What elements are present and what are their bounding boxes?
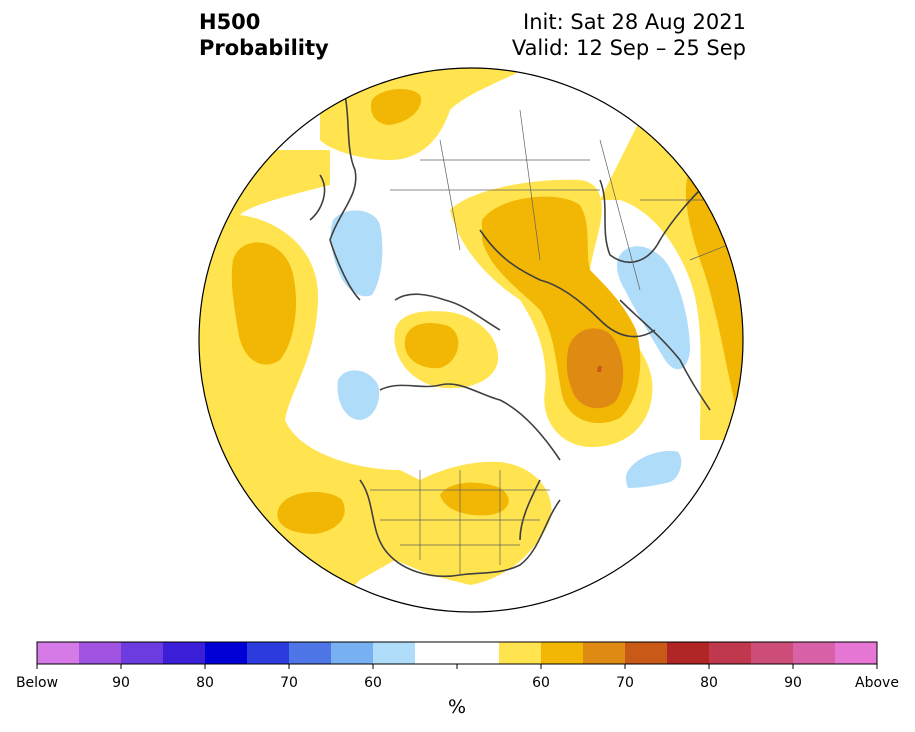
colorbar-tick-label: 90 — [784, 675, 802, 691]
below-normal-region-asia — [617, 246, 690, 370]
above-70-region — [597, 366, 602, 372]
init-date-text: Init: Sat 28 Aug 2021 — [523, 10, 746, 34]
colorbar-tick-label: 60 — [532, 675, 550, 691]
colorbar-cell — [205, 642, 248, 664]
above-60-region-north — [370, 88, 421, 125]
colorbar-cell — [583, 642, 626, 664]
forecast-dates: Init: Sat 28 Aug 2021 Valid: 12 Sep – 25… — [512, 9, 746, 61]
colorbar-cell — [709, 642, 752, 664]
probability-map — [198, 67, 744, 613]
map-boundary — [198, 67, 744, 613]
colorbar-tick-label: 70 — [616, 675, 634, 691]
above-60-region-west — [231, 242, 296, 365]
title-line-2: Probability — [199, 36, 329, 60]
probability-shading — [199, 68, 743, 612]
colorbar-cell — [793, 642, 836, 664]
above-60-region-alaska — [404, 322, 459, 369]
colorbar-tick-label: Above — [855, 675, 899, 691]
map-title: H500 Probability — [199, 9, 329, 61]
colorbar-cell — [541, 642, 584, 664]
above-65-region — [566, 328, 624, 409]
colorbar-cells — [37, 642, 878, 664]
political-borders — [370, 109, 741, 575]
colorbar-cell — [289, 642, 332, 664]
below-normal-region-pacific — [625, 450, 682, 488]
colorbar-tick-label: 70 — [280, 675, 298, 691]
above-60-region-canada — [440, 482, 509, 516]
colorbar-cell — [247, 642, 290, 664]
colorbar-tick-label: 80 — [700, 675, 718, 691]
colorbar-cell — [373, 642, 416, 664]
colorbar-ticks — [36, 664, 878, 669]
colorbar-tick-label: 80 — [196, 675, 214, 691]
colorbar-cell — [331, 642, 374, 664]
colorbar-cell — [667, 642, 710, 664]
colorbar-cell — [457, 642, 500, 664]
colorbar-cell — [835, 642, 878, 664]
colorbar-cell — [415, 642, 458, 664]
colorbar-tick-label: 90 — [112, 675, 130, 691]
colorbar-cell — [751, 642, 794, 664]
valid-range-text: Valid: 12 Sep – 25 Sep — [511, 36, 746, 60]
colorbar-cell — [499, 642, 542, 664]
colorbar-tick-label: Below — [15, 675, 59, 691]
colorbar-cell — [625, 642, 668, 664]
colorbar-cell — [79, 642, 122, 664]
colorbar-cell — [163, 642, 206, 664]
colorbar — [36, 641, 878, 669]
title-line-1: H500 — [199, 10, 261, 34]
colorbar-unit: % — [447, 696, 467, 718]
colorbar-tick-label: 60 — [364, 675, 382, 691]
below-normal-region-greenland-sea — [337, 370, 380, 420]
colorbar-cell — [37, 642, 80, 664]
colorbar-cell — [121, 642, 164, 664]
above-60-region-pacific — [277, 491, 345, 534]
coastlines — [309, 94, 711, 578]
